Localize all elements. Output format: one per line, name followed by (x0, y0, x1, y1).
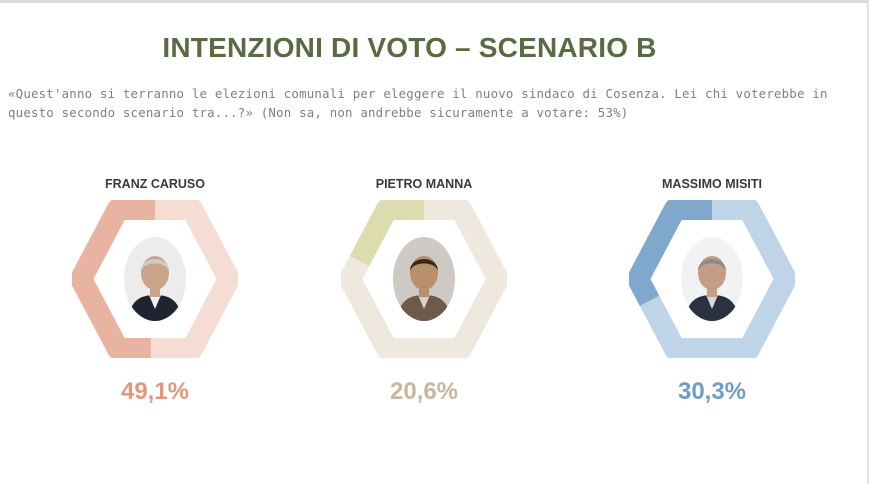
candidate-block-caruso: FRANZ CARUSO 49,1% (25, 0, 285, 484)
shirt (706, 295, 718, 309)
data-label: 30,3% (677, 378, 747, 405)
tick-label: FRANZ CARUSO (105, 177, 205, 191)
tick-label: PIETRO MANNA (375, 177, 473, 191)
neck (150, 285, 160, 297)
shirt (149, 295, 161, 309)
chart-subtitle: «Quest'anno si terranno le elezioni comu… (8, 86, 828, 120)
data-label: 49,1% (120, 378, 190, 405)
hexagon-ring-manna (341, 200, 507, 358)
chart-title: INTENZIONI DI VOTO – SCENARIO B (162, 32, 657, 63)
data-label: 20,6% (389, 378, 459, 405)
avatar (393, 237, 455, 321)
hexagon-ring-caruso (72, 200, 238, 358)
candidate-block-manna: PIETRO MANNA 20,6% (294, 0, 554, 484)
bar (629, 200, 795, 358)
hair (141, 259, 169, 271)
bar (341, 200, 507, 358)
shirt (418, 295, 430, 309)
avatar (681, 237, 743, 321)
neck (419, 285, 429, 297)
hexagon-ring-misiti (629, 200, 795, 358)
hair (410, 259, 438, 271)
candidate-photo-caruso-icon (124, 237, 186, 321)
neck (707, 285, 717, 297)
bar (72, 200, 238, 358)
candidate-photo-misiti-icon (681, 237, 743, 321)
tick-label: MASSIMO MISITI (662, 177, 762, 191)
candidate-block-misiti: MASSIMO MISITI 30,3% (582, 0, 842, 484)
hair (698, 259, 726, 271)
avatar (124, 237, 186, 321)
candidate-photo-manna-icon (393, 237, 455, 321)
